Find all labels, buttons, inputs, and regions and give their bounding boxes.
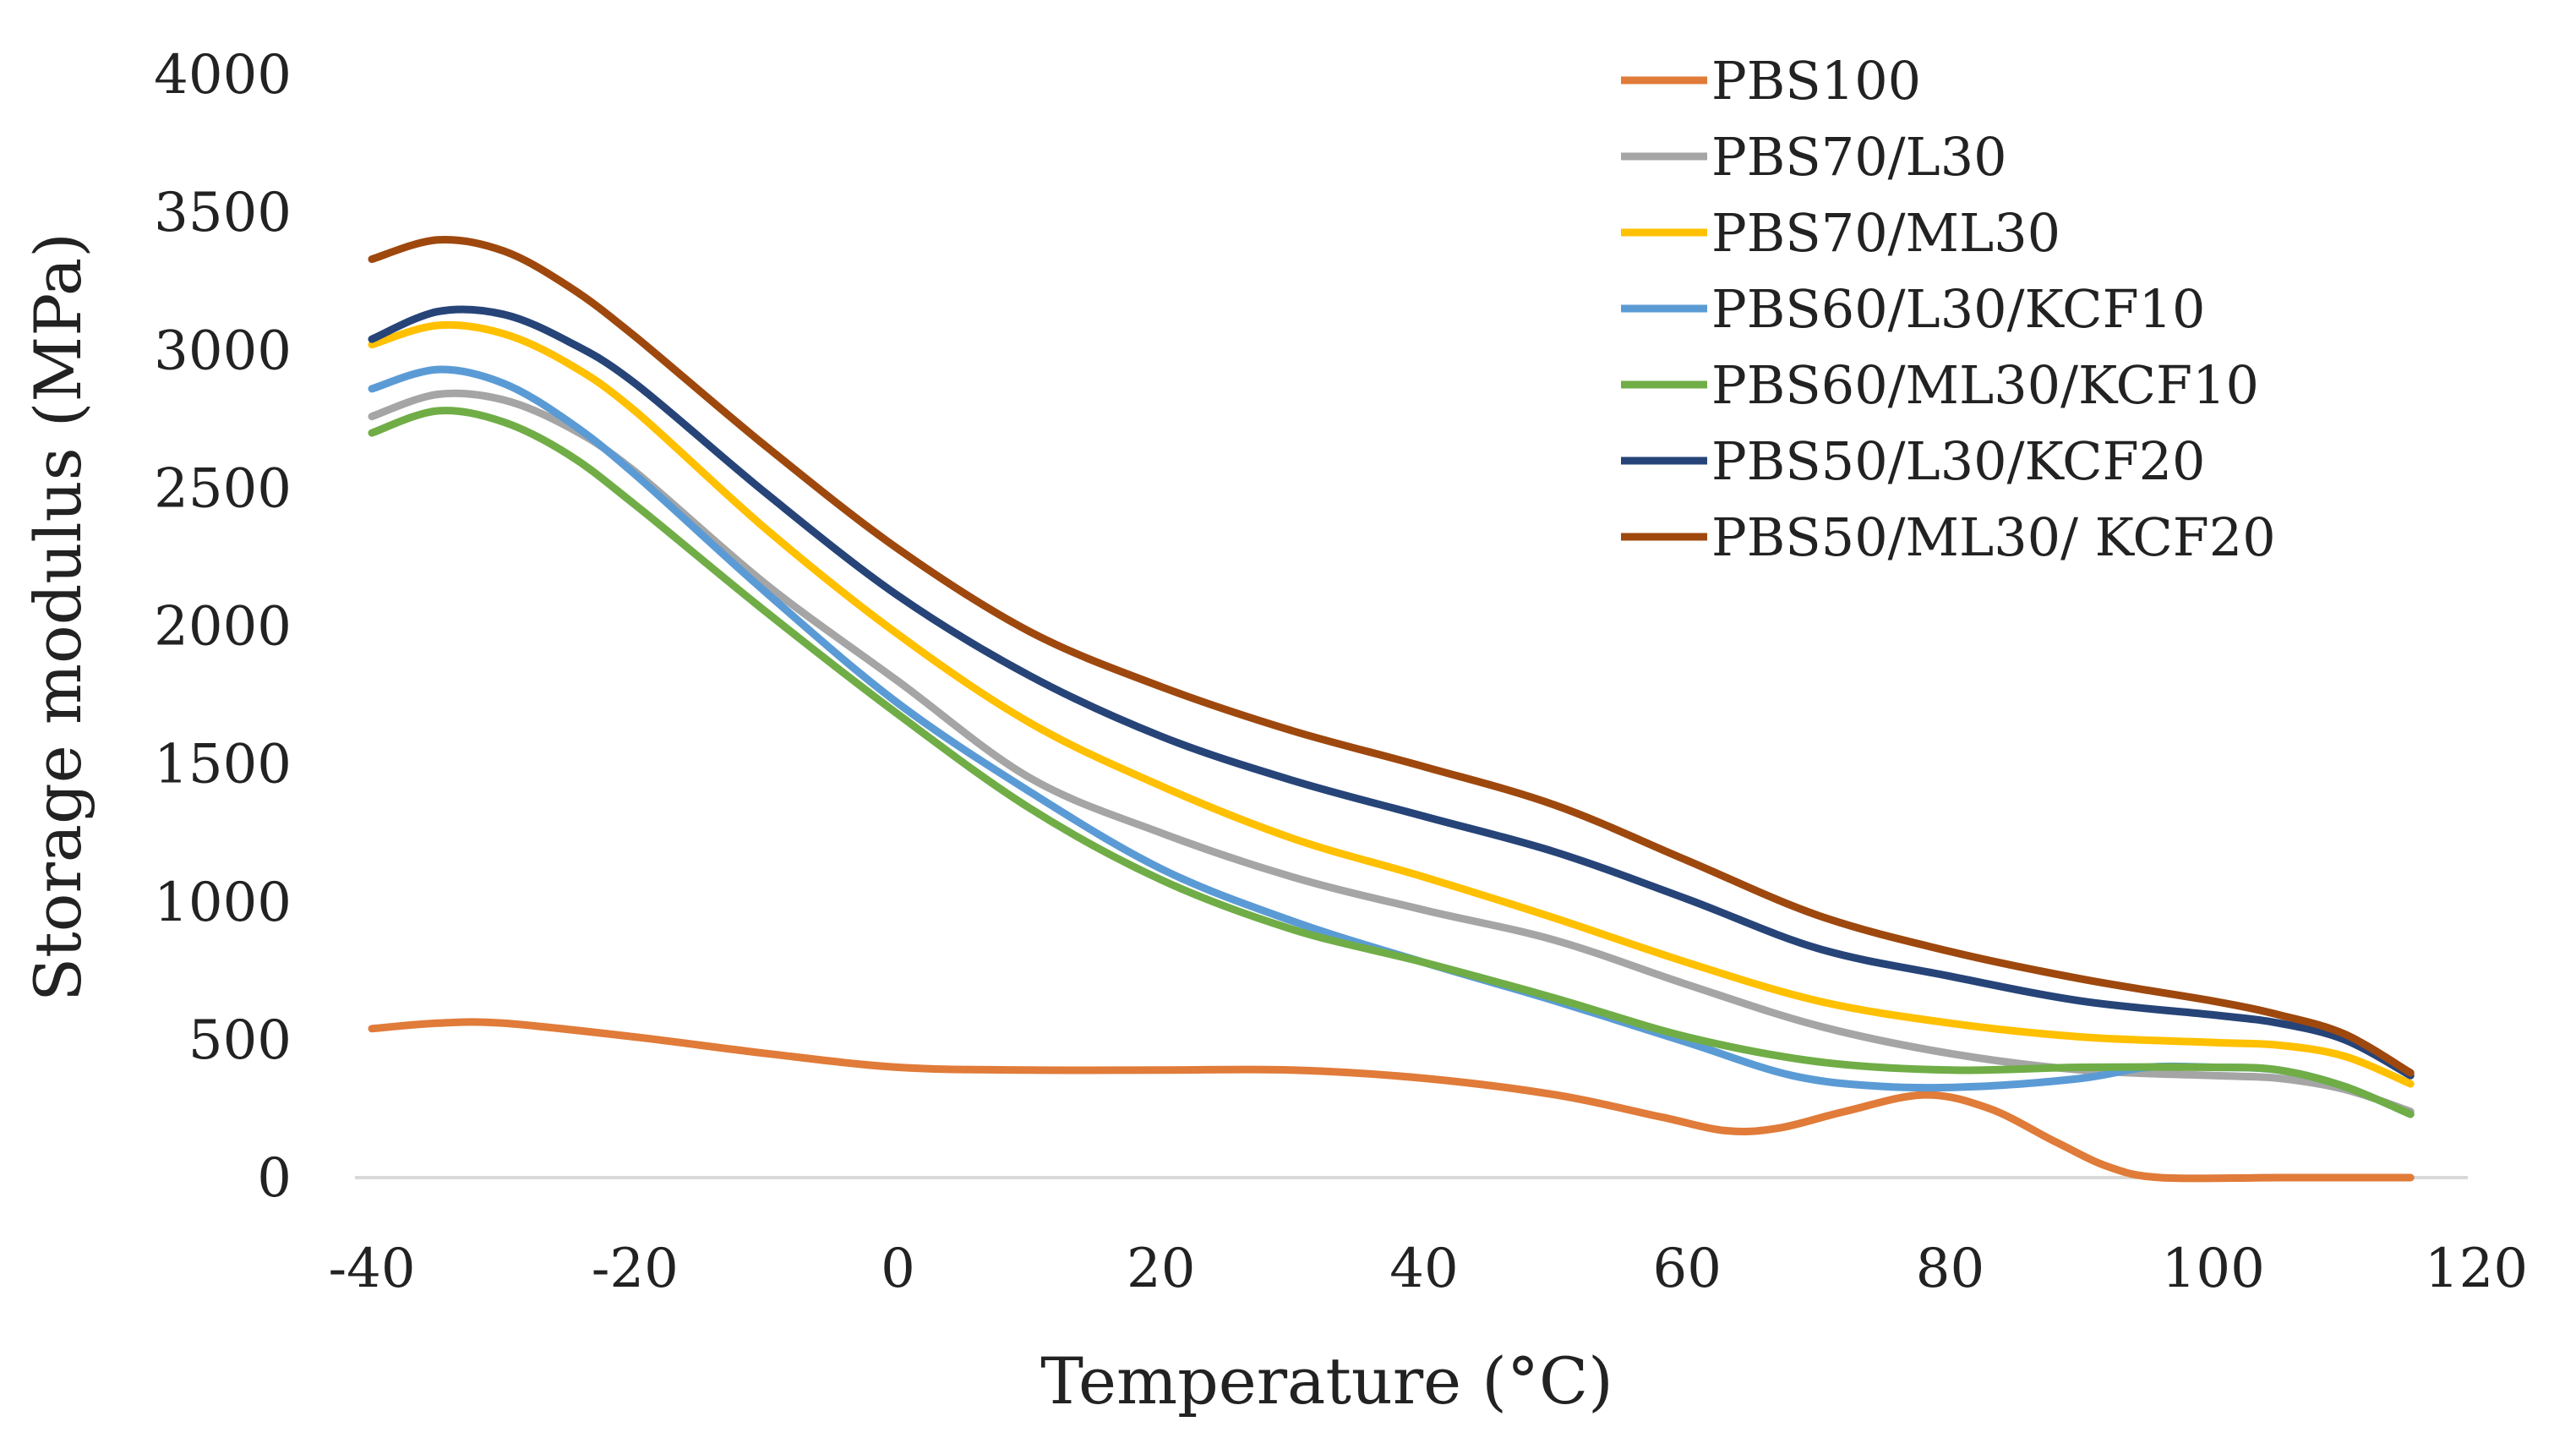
y-tick-label: 500 bbox=[188, 1009, 292, 1072]
series-line bbox=[368, 407, 2415, 1118]
y-axis-ticks: 0 500 1000 1500 2000 2500 3000 3500 4000 bbox=[154, 44, 292, 1210]
y-axis-title: Storage modulus (MPa) bbox=[20, 232, 96, 1002]
y-tick-label: 4000 bbox=[154, 44, 292, 107]
x-tick-label: -20 bbox=[592, 1238, 679, 1300]
legend: PBS100 PBS70/L30 PBS70/ML30 PBS60/L30/KCF10… bbox=[1621, 50, 2276, 568]
x-axis-ticks: -40 -20 0 20 40 60 80 100 120 bbox=[328, 1238, 2528, 1300]
x-tick-label: 40 bbox=[1389, 1238, 1458, 1300]
legend-label: PBS70/ML30 bbox=[1711, 202, 2060, 264]
series-line bbox=[368, 235, 2415, 1077]
x-tick-label: -40 bbox=[328, 1238, 415, 1300]
y-tick-label: 1500 bbox=[154, 734, 292, 796]
series-layer bbox=[368, 235, 2415, 1183]
legend-label: PBS100 bbox=[1711, 50, 1921, 112]
legend-label: PBS50/L30/KCF20 bbox=[1711, 430, 2206, 492]
x-tick-label: 120 bbox=[2425, 1238, 2528, 1300]
y-tick-label: 3000 bbox=[154, 320, 292, 382]
legend-label: PBS60/L30/KCF10 bbox=[1711, 278, 2206, 340]
legend-label: PBS50/ML30/ KCF20 bbox=[1711, 506, 2276, 568]
x-tick-label: 60 bbox=[1653, 1238, 1722, 1300]
series-line bbox=[368, 320, 2415, 1088]
legend-label: PBS60/ML30/KCF10 bbox=[1711, 354, 2259, 416]
series-line bbox=[368, 1018, 2415, 1183]
y-tick-label: 0 bbox=[257, 1147, 292, 1210]
x-tick-label: 100 bbox=[2162, 1238, 2265, 1300]
y-tick-label: 2000 bbox=[154, 596, 292, 659]
y-tick-label: 3500 bbox=[154, 182, 292, 244]
legend-label: PBS70/L30 bbox=[1711, 126, 2007, 188]
x-tick-label: 20 bbox=[1127, 1238, 1195, 1300]
series-line bbox=[368, 305, 2415, 1080]
y-tick-label: 1000 bbox=[154, 872, 292, 934]
x-axis-title: Temperature (°C) bbox=[1040, 1343, 1613, 1419]
y-tick-label: 2500 bbox=[154, 457, 292, 520]
x-tick-label: 80 bbox=[1916, 1238, 1984, 1300]
x-tick-label: 0 bbox=[881, 1238, 915, 1300]
